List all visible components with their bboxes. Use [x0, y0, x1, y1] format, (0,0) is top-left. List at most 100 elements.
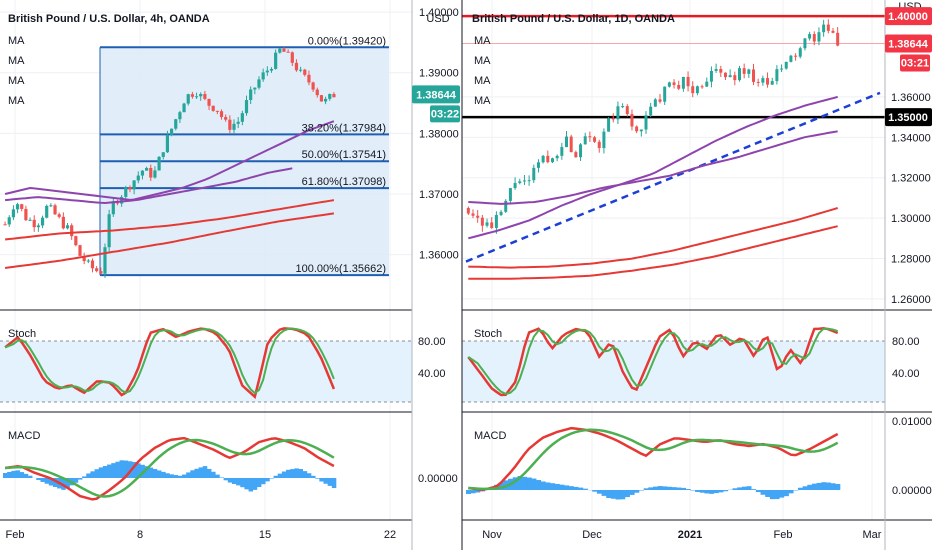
candle-body [494, 215, 498, 228]
candle-body [61, 216, 65, 229]
macd-histogram-bar [98, 467, 104, 478]
candle-body [723, 72, 727, 78]
price-axis-tick: 1.40000 [419, 7, 459, 19]
macd-histogram-bar [161, 471, 166, 478]
macd-title: MACD [474, 430, 506, 442]
candle-body [290, 52, 294, 63]
price-axis-tick: 1.28000 [891, 254, 931, 266]
candle-body [686, 76, 690, 87]
candle-body [282, 48, 286, 52]
candle-body [635, 126, 639, 132]
candle-body [555, 155, 559, 159]
macd-histogram-bar [466, 490, 471, 494]
candle-body [485, 222, 489, 226]
candle-body [705, 81, 709, 87]
macd-histogram-bar [578, 487, 584, 490]
macd-histogram-bar [671, 487, 677, 490]
candle-body [278, 48, 282, 53]
candle-body [663, 86, 667, 102]
candle-body [124, 187, 128, 197]
candle-body [15, 204, 20, 210]
candle-body [747, 69, 751, 74]
candle-body [789, 55, 793, 62]
price-axis-tick: 1.32000 [891, 173, 931, 185]
macd-histogram-bar [531, 478, 537, 490]
macd-histogram-bar [256, 478, 262, 488]
macd-histogram-bar [470, 490, 476, 494]
candle-body [560, 147, 564, 156]
candle-body [140, 170, 145, 176]
stoch-band [0, 341, 412, 402]
macd-histogram-bar [564, 485, 570, 490]
macd-title: MACD [8, 430, 40, 442]
macd-histogram-bar [90, 471, 95, 478]
candle-body [780, 68, 784, 70]
candle-body [817, 32, 821, 42]
last-price-text: 1.38644 [888, 39, 929, 51]
macd-histogram-bar [177, 475, 183, 478]
macd-histogram-bar [198, 467, 204, 478]
macd-histogram-bar [517, 476, 523, 490]
candle-body [90, 260, 95, 269]
price-axis-tick: 1.30000 [891, 213, 931, 225]
candle-body [36, 225, 40, 228]
ma-legend-label: MA [474, 35, 491, 47]
macd-histogram-bar [194, 468, 199, 478]
macd-histogram-bar [709, 490, 715, 494]
candle-body [269, 68, 274, 71]
price-axis-tick: 1.38000 [419, 128, 459, 140]
macd-histogram-bar [536, 480, 542, 490]
candle-body [625, 106, 629, 115]
candle-body [803, 38, 807, 49]
macd-histogram-bar [788, 490, 794, 494]
candle-body [82, 255, 86, 262]
last-price-badge [885, 34, 932, 53]
time-axis-tick: Dec [582, 529, 602, 541]
candle-body [569, 136, 573, 153]
candle-body [476, 215, 480, 218]
level-badge-text: 1.35000 [888, 112, 928, 124]
candle-body [136, 175, 140, 181]
price-axis-tick: 1.34000 [891, 132, 931, 144]
candle-body [299, 69, 303, 71]
macd-histogram-bar [152, 469, 158, 478]
macd-histogram-bar [582, 488, 588, 490]
macd-histogram-bar [755, 490, 761, 493]
macd-histogram-bar [638, 490, 644, 491]
macd-histogram-bar [65, 478, 70, 488]
candle-body [728, 75, 732, 78]
candle-body [808, 34, 812, 39]
macd-histogram-bar [294, 468, 299, 478]
macd-histogram-bar [816, 482, 822, 490]
macd-histogram-bar [573, 486, 579, 490]
macd-histogram-bar [165, 473, 170, 478]
ma-legend-label: MA [474, 75, 491, 87]
macd-histogram-bar [741, 486, 747, 490]
macd-histogram-bar [244, 478, 249, 490]
macd-histogram-bar [206, 468, 212, 478]
level-badge-text: 1.40000 [888, 11, 928, 23]
candle-body [40, 217, 45, 226]
candle-body [128, 187, 132, 190]
macd-histogram-bar [624, 490, 630, 498]
macd-histogram-bar [298, 468, 303, 478]
macd-histogram-bar [219, 477, 224, 478]
right-chart-pane[interactable] [462, 0, 885, 520]
candle-body [174, 119, 178, 129]
macd-histogram-bar [15, 470, 20, 478]
macd-histogram-bar [186, 472, 191, 478]
candle-body [7, 217, 11, 225]
candle-body [490, 222, 494, 228]
macd-histogram-bar [615, 490, 621, 500]
macd-histogram-bar [774, 490, 780, 500]
macd-histogram-bar [512, 477, 518, 490]
macd-histogram-bar [331, 478, 337, 488]
macd-histogram-bar [94, 469, 100, 478]
candle-body [719, 68, 723, 73]
candle-body [579, 144, 583, 158]
stoch-axis-tick: 40.00 [892, 368, 920, 380]
left-chart-pane[interactable] [0, 0, 412, 520]
macd-histogram-bar [132, 461, 137, 478]
macd-histogram-bar [211, 471, 216, 478]
